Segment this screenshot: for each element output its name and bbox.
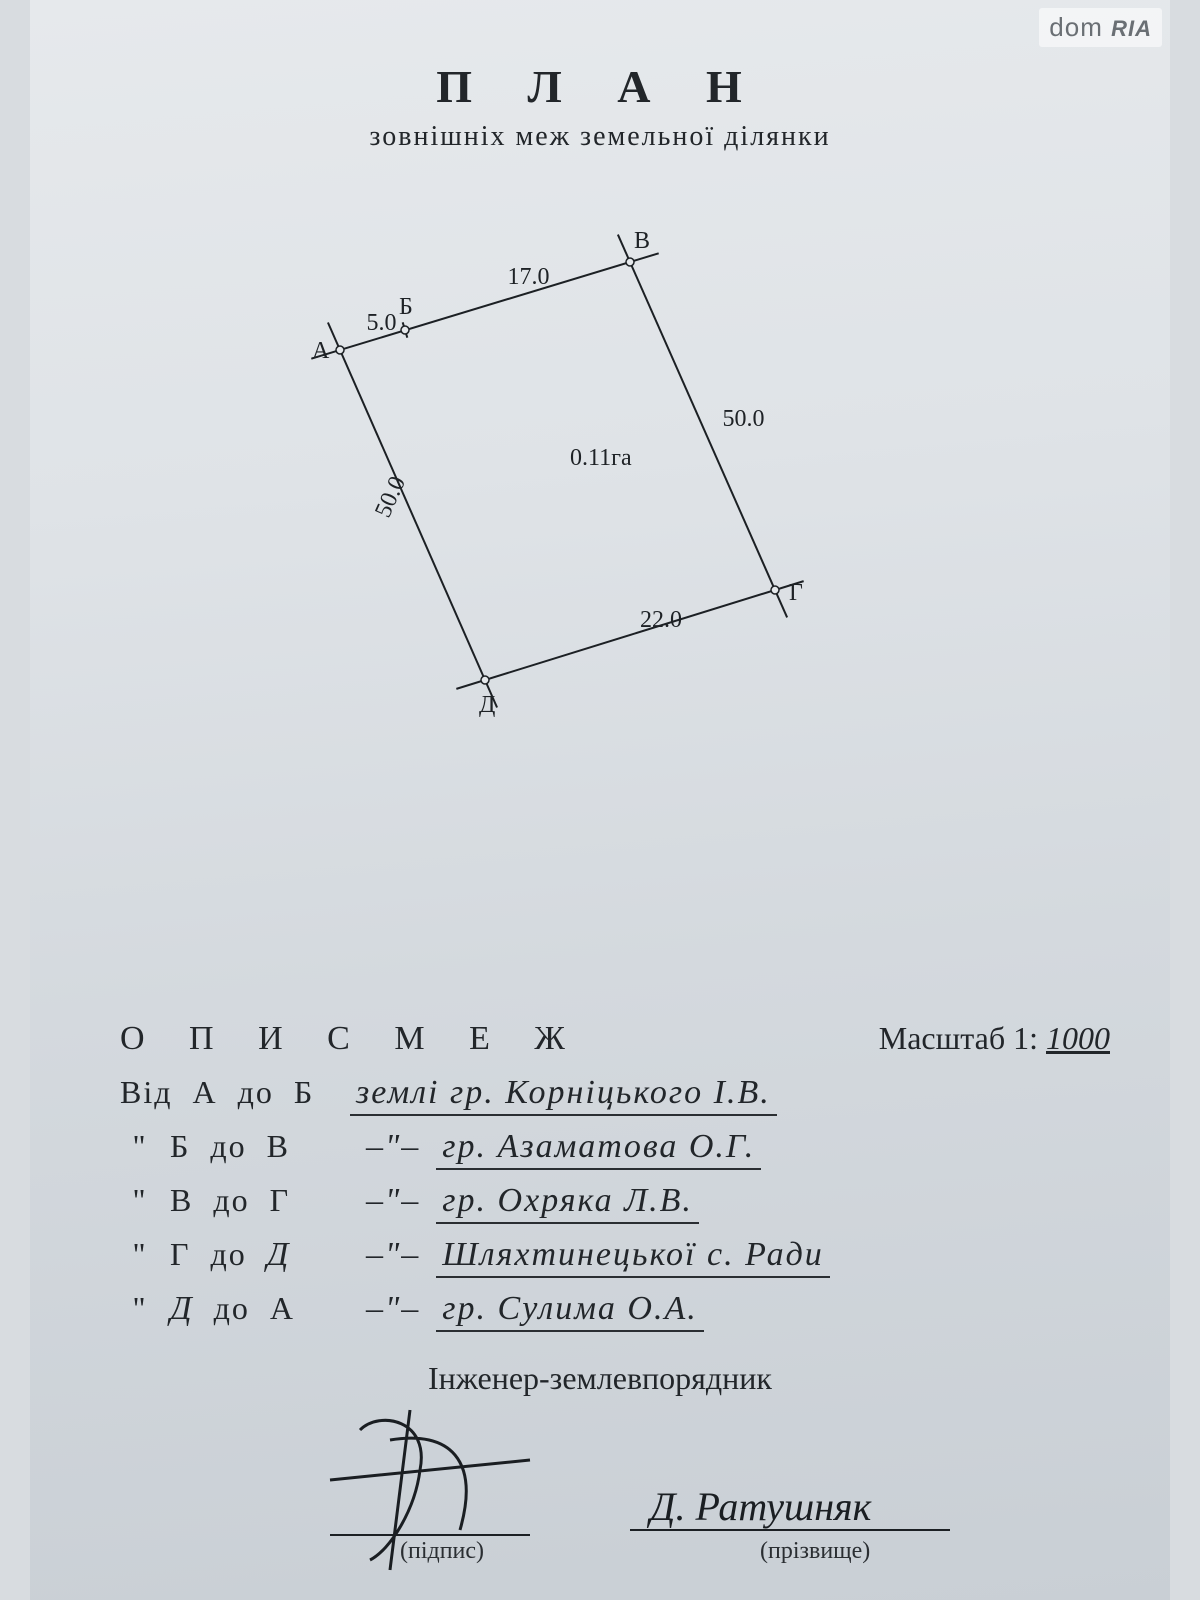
document-paper: dom RIA П Л А Н зовнішніх меж земельної …	[30, 0, 1170, 1600]
svg-text:В: В	[634, 228, 650, 254]
boundary-row: " Д до А –"– гр. Сулима О.А.	[120, 1290, 1120, 1332]
page-title: П Л А Н	[30, 0, 1170, 113]
engineer-title: Інженер-землевпорядник	[30, 1360, 1170, 1397]
ditto-mark: "	[120, 1290, 160, 1327]
row-ditto: –"–	[360, 1236, 426, 1276]
row-text: гр. Азаматова О.Г.	[436, 1128, 761, 1170]
row-text: Шляхтинецької с. Ради	[436, 1236, 830, 1278]
watermark-brand: dom	[1049, 12, 1103, 42]
ditto-mark: "	[120, 1182, 160, 1219]
row-ditto: –"–	[360, 1290, 426, 1330]
svg-text:А: А	[312, 338, 330, 364]
plot-diagram: АБВГД5.017.050.022.050.00.11га	[230, 190, 970, 750]
row-text: гр. Охряка Л.В.	[436, 1182, 699, 1224]
scale-prefix: Масштаб 1:	[879, 1020, 1038, 1056]
row-ditto: –"–	[360, 1128, 426, 1168]
boundary-row: Від А до Б землі гр. Корніцького І.В.	[120, 1074, 1120, 1116]
surname-text: Д. Ратушняк	[646, 1484, 872, 1529]
svg-text:Д: Д	[479, 692, 495, 718]
surname-caption: (прізвище)	[760, 1538, 870, 1565]
svg-text:Г: Г	[789, 580, 803, 606]
svg-text:17.0: 17.0	[508, 264, 550, 290]
page-subtitle: зовнішніх меж земельної ділянки	[30, 121, 1170, 153]
scale-label: Масштаб 1: 1000	[879, 1020, 1110, 1057]
boundary-row: " В до Г –"– гр. Охряка Л.В.	[120, 1182, 1120, 1224]
scale-value: 1000	[1046, 1020, 1110, 1056]
boundary-row: " Б до В –"– гр. Азаматова О.Г.	[120, 1128, 1120, 1170]
plot-svg: АБВГД5.017.050.022.050.00.11га	[230, 190, 970, 750]
signature-area: Д. Ратушняк	[30, 1400, 1170, 1580]
row-prefix: Б до В	[170, 1128, 350, 1165]
row-prefix: В до Г	[170, 1182, 350, 1219]
svg-text:0.11га: 0.11га	[570, 445, 632, 471]
row-text: гр. Сулима О.А.	[436, 1290, 703, 1332]
svg-text:Б: Б	[399, 294, 413, 320]
ditto-mark: "	[120, 1236, 160, 1273]
watermark-suffix: RIA	[1111, 16, 1152, 41]
svg-text:5.0: 5.0	[367, 310, 397, 336]
row-prefix: Д до А	[170, 1290, 350, 1328]
signature-svg: Д. Ратушняк	[30, 1400, 1170, 1580]
svg-text:50.0: 50.0	[723, 406, 765, 432]
svg-text:22.0: 22.0	[640, 607, 682, 633]
row-prefix: Г до Д	[170, 1236, 350, 1274]
row-ditto: –"–	[360, 1182, 426, 1222]
watermark-badge: dom RIA	[1039, 8, 1162, 47]
row-text: землі гр. Корніцького І.В.	[350, 1074, 777, 1116]
row-prefix: Від А до Б	[120, 1074, 340, 1111]
boundary-row: " Г до Д –"– Шляхтинецької с. Ради	[120, 1236, 1120, 1278]
signature-caption: (підпис)	[400, 1538, 484, 1565]
ditto-mark: "	[120, 1128, 160, 1165]
